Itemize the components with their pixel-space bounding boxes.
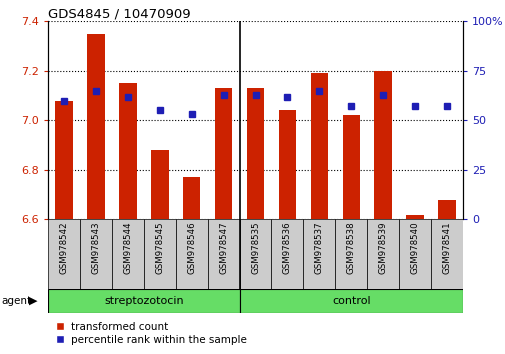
Bar xyxy=(119,83,136,219)
Bar xyxy=(207,219,239,289)
Bar xyxy=(342,115,360,219)
Text: GSM978545: GSM978545 xyxy=(155,222,164,274)
Bar xyxy=(150,150,168,219)
Legend: transformed count, percentile rank within the sample: transformed count, percentile rank withi… xyxy=(50,317,250,349)
Bar xyxy=(303,219,335,289)
Bar xyxy=(437,200,455,219)
Bar xyxy=(175,219,207,289)
Text: GSM978540: GSM978540 xyxy=(410,222,419,274)
Text: streptozotocin: streptozotocin xyxy=(104,296,183,306)
Text: ▶: ▶ xyxy=(29,296,38,306)
Text: agent: agent xyxy=(1,296,31,306)
Bar xyxy=(239,289,462,313)
Bar xyxy=(398,219,430,289)
Bar xyxy=(80,219,112,289)
Text: GSM978541: GSM978541 xyxy=(442,222,450,274)
Bar xyxy=(406,215,423,219)
Bar xyxy=(335,219,367,289)
Bar xyxy=(430,219,462,289)
Bar xyxy=(246,88,264,219)
Text: GSM978544: GSM978544 xyxy=(123,222,132,274)
Text: GSM978542: GSM978542 xyxy=(60,222,68,274)
Bar xyxy=(183,177,200,219)
Text: GDS4845 / 10470909: GDS4845 / 10470909 xyxy=(48,7,190,20)
Text: GSM978535: GSM978535 xyxy=(250,222,260,274)
Text: GSM978543: GSM978543 xyxy=(91,222,100,274)
Text: GSM978538: GSM978538 xyxy=(346,222,355,274)
Bar xyxy=(48,289,239,313)
Bar xyxy=(374,71,391,219)
Bar xyxy=(367,219,398,289)
Text: control: control xyxy=(331,296,370,306)
Text: GSM978536: GSM978536 xyxy=(282,222,291,274)
Text: GSM978546: GSM978546 xyxy=(187,222,196,274)
Bar xyxy=(143,219,175,289)
Bar xyxy=(215,88,232,219)
Bar xyxy=(48,219,80,289)
Bar xyxy=(271,219,303,289)
Bar xyxy=(55,101,73,219)
Bar xyxy=(278,110,295,219)
Bar xyxy=(112,219,143,289)
Bar xyxy=(87,34,105,219)
Bar xyxy=(239,219,271,289)
Text: GSM978537: GSM978537 xyxy=(314,222,323,274)
Text: GSM978547: GSM978547 xyxy=(219,222,228,274)
Bar xyxy=(310,73,328,219)
Text: GSM978539: GSM978539 xyxy=(378,222,387,274)
